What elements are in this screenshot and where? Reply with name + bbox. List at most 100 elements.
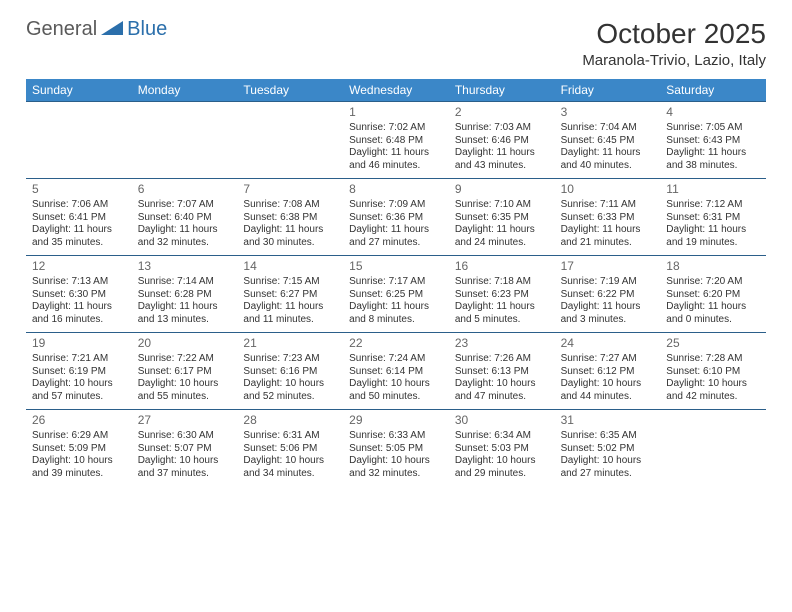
day-info: Sunrise: 7:07 AMSunset: 6:40 PMDaylight:… xyxy=(138,199,232,249)
calendar-cell: 11 Sunrise: 7:12 AMSunset: 6:31 PMDayligh… xyxy=(660,178,766,255)
calendar-cell: 15Sunrise: 7:17 AMSunset: 6:25 PMDayligh… xyxy=(343,255,449,332)
calendar-cell: 19 Sunrise: 7:21 AMSunset: 6:19 PMDayligh… xyxy=(26,332,132,409)
day-info: Sunrise: 7:28 AMSunset: 6:10 PMDaylight:… xyxy=(666,353,760,403)
calendar-cell: 9Sunrise: 7:10 AMSunset: 6:35 PMDaylight… xyxy=(449,178,555,255)
logo-text-blue: Blue xyxy=(127,18,167,41)
day-info: Sunrise: 7:02 AMSunset: 6:48 PMDaylight:… xyxy=(349,122,443,172)
day-info: Sunrise: 6:31 AMSunset: 5:06 PMDaylight:… xyxy=(243,430,337,480)
title-block: October 2025 Maranola-Trivio, Lazio, Ita… xyxy=(582,18,766,69)
day-number: 22 xyxy=(349,336,443,351)
day-info: Sunrise: 6:30 AMSunset: 5:07 PMDaylight:… xyxy=(138,430,232,480)
day-number: 7 xyxy=(243,182,337,197)
day-info: Sunrise: 7:10 AMSunset: 6:35 PMDaylight:… xyxy=(455,199,549,249)
calendar-cell: 6 Sunrise: 7:07 AMSunset: 6:40 PMDaylight… xyxy=(132,178,238,255)
day-number: 12 xyxy=(32,259,126,274)
day-info: Sunrise: 7:21 AMSunset: 6:19 PMDaylight:… xyxy=(32,353,126,403)
day-number: 29 xyxy=(349,413,443,428)
day-info: Sunrise: 6:29 AMSunset: 5:09 PMDaylight:… xyxy=(32,430,126,480)
day-info: Sunrise: 7:27 AMSunset: 6:12 PMDaylight:… xyxy=(561,353,655,403)
day-number: 6 xyxy=(138,182,232,197)
calendar-cell: 8 Sunrise: 7:09 AMSunset: 6:36 PMDaylight… xyxy=(343,178,449,255)
calendar-cell: 16Sunrise: 7:18 AMSunset: 6:23 PMDayligh… xyxy=(449,255,555,332)
day-header: Saturday xyxy=(660,79,766,101)
day-info: Sunrise: 6:35 AMSunset: 5:02 PMDaylight:… xyxy=(561,430,655,480)
day-info: Sunrise: 7:13 AMSunset: 6:30 PMDaylight:… xyxy=(32,276,126,326)
day-info: Sunrise: 7:08 AMSunset: 6:38 PMDaylight:… xyxy=(243,199,337,249)
logo: General Blue xyxy=(26,18,167,41)
day-number: 5 xyxy=(32,182,126,197)
day-info: Sunrise: 7:05 AMSunset: 6:43 PMDaylight:… xyxy=(666,122,760,172)
day-number: 17 xyxy=(561,259,655,274)
calendar-cell: 10 Sunrise: 7:11 AMSunset: 6:33 PMDayligh… xyxy=(555,178,661,255)
day-header: Thursday xyxy=(449,79,555,101)
day-header: Friday xyxy=(555,79,661,101)
calendar-cell: 17 Sunrise: 7:19 AMSunset: 6:22 PMDayligh… xyxy=(555,255,661,332)
day-number: 19 xyxy=(32,336,126,351)
calendar-cell: 24Sunrise: 7:27 AMSunset: 6:12 PMDayligh… xyxy=(555,332,661,409)
day-info: Sunrise: 7:22 AMSunset: 6:17 PMDaylight:… xyxy=(138,353,232,403)
calendar-cell: 13Sunrise: 7:14 AMSunset: 6:28 PMDayligh… xyxy=(132,255,238,332)
calendar-cell: 23Sunrise: 7:26 AMSunset: 6:13 PMDayligh… xyxy=(449,332,555,409)
day-info: Sunrise: 7:19 AMSunset: 6:22 PMDaylight:… xyxy=(561,276,655,326)
day-info: Sunrise: 7:15 AMSunset: 6:27 PMDaylight:… xyxy=(243,276,337,326)
day-header: Tuesday xyxy=(237,79,343,101)
day-info: Sunrise: 7:20 AMSunset: 6:20 PMDaylight:… xyxy=(666,276,760,326)
calendar-cell: 26Sunrise: 6:29 AMSunset: 5:09 PMDayligh… xyxy=(26,409,132,486)
day-header: Monday xyxy=(132,79,238,101)
calendar-cell: 18 Sunrise: 7:20 AMSunset: 6:20 PMDayligh… xyxy=(660,255,766,332)
calendar-cell-empty xyxy=(132,101,238,178)
month-title: October 2025 xyxy=(582,18,766,50)
location-text: Maranola-Trivio, Lazio, Italy xyxy=(582,52,766,69)
day-number: 16 xyxy=(455,259,549,274)
calendar-cell: 3Sunrise: 7:04 AMSunset: 6:45 PMDaylight… xyxy=(555,101,661,178)
day-number: 4 xyxy=(666,105,760,120)
day-info: Sunrise: 6:34 AMSunset: 5:03 PMDaylight:… xyxy=(455,430,549,480)
calendar-grid: SundayMondayTuesdayWednesdayThursdayFrid… xyxy=(26,79,766,486)
day-number: 18 xyxy=(666,259,760,274)
day-number: 20 xyxy=(138,336,232,351)
triangle-icon xyxy=(101,19,123,40)
calendar-cell: 5Sunrise: 7:06 AMSunset: 6:41 PMDaylight… xyxy=(26,178,132,255)
day-info: Sunrise: 7:12 AMSunset: 6:31 PMDaylight:… xyxy=(666,199,760,249)
day-number: 30 xyxy=(455,413,549,428)
day-number: 11 xyxy=(666,182,760,197)
calendar-cell: 14 Sunrise: 7:15 AMSunset: 6:27 PMDayligh… xyxy=(237,255,343,332)
calendar-cell: 20 Sunrise: 7:22 AMSunset: 6:17 PMDayligh… xyxy=(132,332,238,409)
day-info: Sunrise: 7:23 AMSunset: 6:16 PMDaylight:… xyxy=(243,353,337,403)
calendar-cell: 30 Sunrise: 6:34 AMSunset: 5:03 PMDayligh… xyxy=(449,409,555,486)
day-number: 2 xyxy=(455,105,549,120)
day-info: Sunrise: 6:33 AMSunset: 5:05 PMDaylight:… xyxy=(349,430,443,480)
calendar-cell: 12 Sunrise: 7:13 AMSunset: 6:30 PMDayligh… xyxy=(26,255,132,332)
day-number: 28 xyxy=(243,413,337,428)
calendar-cell: 7 Sunrise: 7:08 AMSunset: 6:38 PMDaylight… xyxy=(237,178,343,255)
calendar-cell: 2 Sunrise: 7:03 AMSunset: 6:46 PMDaylight… xyxy=(449,101,555,178)
day-number: 14 xyxy=(243,259,337,274)
day-number: 27 xyxy=(138,413,232,428)
day-info: Sunrise: 7:26 AMSunset: 6:13 PMDaylight:… xyxy=(455,353,549,403)
day-number: 3 xyxy=(561,105,655,120)
calendar-cell: 29 Sunrise: 6:33 AMSunset: 5:05 PMDayligh… xyxy=(343,409,449,486)
header-row: General Blue October 2025 Maranola-Trivi… xyxy=(26,18,766,69)
calendar-cell: 28 Sunrise: 6:31 AMSunset: 5:06 PMDayligh… xyxy=(237,409,343,486)
day-number: 15 xyxy=(349,259,443,274)
calendar-cell: 4 Sunrise: 7:05 AMSunset: 6:43 PMDaylight… xyxy=(660,101,766,178)
day-number: 25 xyxy=(666,336,760,351)
day-info: Sunrise: 7:24 AMSunset: 6:14 PMDaylight:… xyxy=(349,353,443,403)
calendar-cell-empty xyxy=(26,101,132,178)
day-info: Sunrise: 7:03 AMSunset: 6:46 PMDaylight:… xyxy=(455,122,549,172)
day-header: Wednesday xyxy=(343,79,449,101)
day-number: 8 xyxy=(349,182,443,197)
day-number: 13 xyxy=(138,259,232,274)
day-info: Sunrise: 7:09 AMSunset: 6:36 PMDaylight:… xyxy=(349,199,443,249)
day-number: 10 xyxy=(561,182,655,197)
day-number: 21 xyxy=(243,336,337,351)
day-number: 31 xyxy=(561,413,655,428)
calendar-cell: 1 Sunrise: 7:02 AMSunset: 6:48 PMDaylight… xyxy=(343,101,449,178)
calendar-cell: 22 Sunrise: 7:24 AMSunset: 6:14 PMDayligh… xyxy=(343,332,449,409)
logo-text-general: General xyxy=(26,18,97,41)
day-number: 1 xyxy=(349,105,443,120)
calendar-cell-empty xyxy=(660,409,766,486)
calendar-cell: 25 Sunrise: 7:28 AMSunset: 6:10 PMDayligh… xyxy=(660,332,766,409)
day-info: Sunrise: 7:11 AMSunset: 6:33 PMDaylight:… xyxy=(561,199,655,249)
calendar-cell-empty xyxy=(237,101,343,178)
